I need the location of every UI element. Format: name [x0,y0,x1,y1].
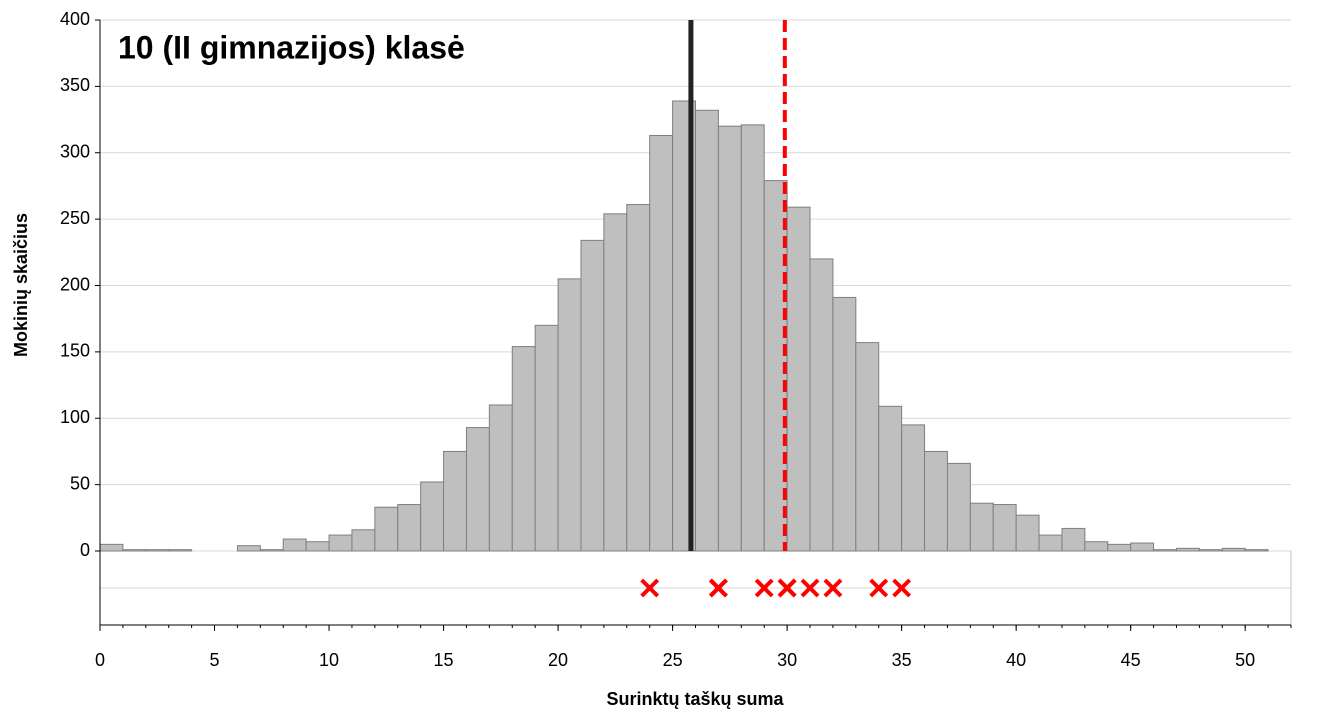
bar [99,543,124,552]
bar [236,545,261,552]
marker [708,578,728,598]
bar [946,462,971,552]
y-tick-label: 400 [60,9,90,29]
bar [924,450,948,552]
bar [259,549,284,552]
marker [800,578,820,598]
bar [786,206,811,552]
bar [465,427,490,552]
bar [695,109,719,552]
x-tick-label: 15 [434,650,454,670]
x-tick-label: 50 [1235,650,1255,670]
x-tick-label: 0 [95,650,105,670]
bar [374,506,399,552]
bar [855,342,880,552]
x-tick-label: 10 [319,650,339,670]
y-tick-label: 0 [80,540,90,560]
bar [969,502,994,552]
bar [809,258,834,552]
chart-title: 10 (II gimnazijos) klasė [118,29,465,65]
bar [1107,543,1132,552]
marker [869,578,889,598]
y-tick-label: 200 [60,274,90,294]
marker [777,578,797,598]
bar [282,538,307,552]
bar [901,424,926,552]
x-tick-label: 45 [1121,650,1141,670]
y-axis-label: Mokinių skaičius [11,213,31,357]
bar [443,450,467,552]
bar [351,529,376,552]
bar [328,534,353,552]
bar [878,405,903,552]
y-tick-label: 350 [60,75,90,95]
bar [626,204,651,552]
bar [740,124,765,552]
y-tick-label: 150 [60,341,90,361]
bar [717,125,742,552]
bar [649,134,674,552]
y-tick-label: 100 [60,407,90,427]
bar [1038,534,1063,552]
bar [488,404,513,552]
bar [1084,541,1109,552]
bar [832,296,857,552]
bar [557,278,582,552]
bar [1153,549,1177,552]
bar [1015,514,1040,552]
marker [892,578,912,598]
bar [420,481,445,552]
bar [122,549,147,552]
bar [145,549,170,552]
x-tick-label: 35 [892,650,912,670]
bar [1221,547,1246,552]
x-tick-label: 20 [548,650,568,670]
x-tick-label: 40 [1006,650,1026,670]
bar [603,213,628,552]
bar [580,239,605,552]
bar [534,324,559,552]
x-tick-label: 25 [663,650,683,670]
bar [1198,549,1223,552]
x-tick-label: 5 [210,650,220,670]
y-tick-label: 300 [60,142,90,162]
bar [1130,542,1155,552]
marker [754,578,774,598]
bar [397,504,422,552]
bar [1061,527,1086,552]
y-tick-label: 250 [60,208,90,228]
bar [305,541,330,552]
x-axis-label: Surinktų taškų suma [606,689,784,709]
marker [640,578,660,598]
marker [823,578,843,598]
x-tick-label: 30 [777,650,797,670]
bar [511,346,536,552]
bar [168,549,193,552]
bar [1175,547,1200,552]
bar [992,504,1017,552]
y-tick-label: 50 [70,473,90,493]
bar [1244,549,1269,552]
